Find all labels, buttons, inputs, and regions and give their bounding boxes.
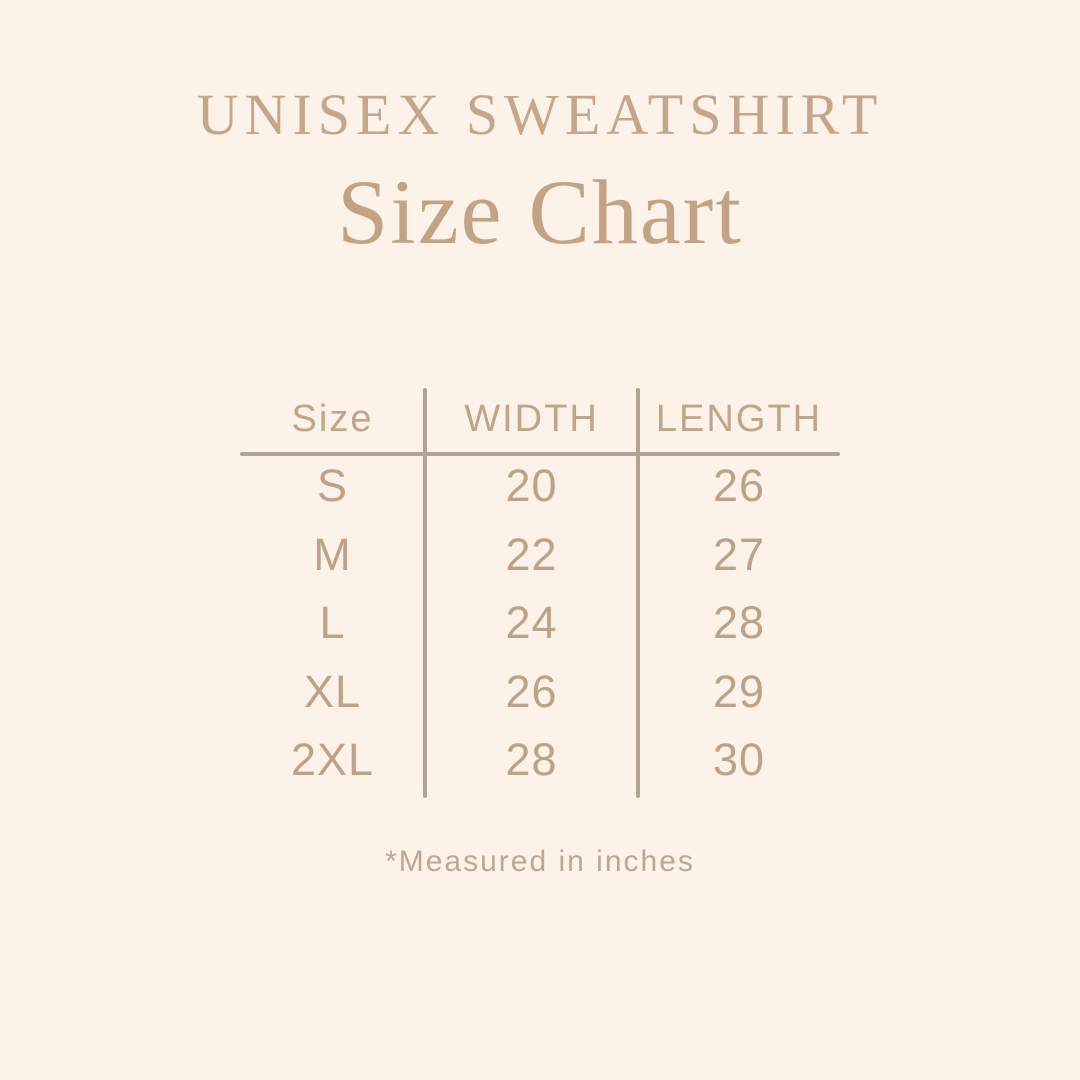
column-header-size: Size <box>291 397 374 440</box>
length-cell: 30 <box>712 734 766 786</box>
width-cell: 20 <box>505 460 558 512</box>
width-cell: 28 <box>505 734 558 786</box>
header-underline <box>240 452 840 456</box>
measurement-footnote: *Measured in inches <box>385 845 695 878</box>
size-cell: M <box>313 528 352 580</box>
size-table: Size WIDTH LENGTH S 20 26 M 22 27 L 24 2… <box>240 386 840 798</box>
size-cell: S <box>316 460 348 512</box>
width-cell: 22 <box>505 528 558 580</box>
column-header-width: WIDTH <box>464 397 599 440</box>
length-cell: 29 <box>712 665 766 717</box>
size-cell: L <box>319 597 346 649</box>
size-cell: 2XL <box>290 734 375 786</box>
length-cell: 28 <box>712 597 766 649</box>
column-divider-line <box>423 388 427 798</box>
column-header-length: LENGTH <box>655 397 823 440</box>
page-subtitle: Size Chart <box>337 161 743 263</box>
length-cell: 26 <box>712 460 766 512</box>
width-cell: 26 <box>505 665 558 717</box>
width-cell: 24 <box>505 597 558 649</box>
length-cell: 27 <box>712 528 766 580</box>
page-title: UNISEX SWEATSHIRT <box>196 82 884 147</box>
size-cell: XL <box>303 665 362 717</box>
title-block: UNISEX SWEATSHIRT Size Chart <box>0 0 1080 263</box>
column-divider-line <box>636 388 640 798</box>
size-table-grid: Size WIDTH LENGTH S 20 26 M 22 27 L 24 2… <box>240 386 840 795</box>
